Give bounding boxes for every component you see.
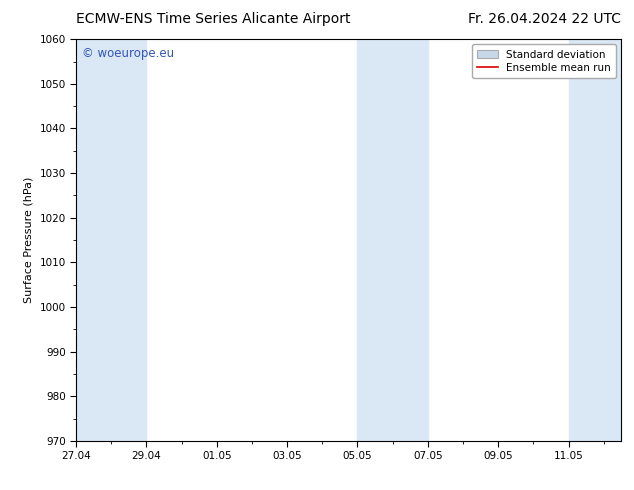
Bar (358, 39, 428, 441)
Bar (569, 39, 621, 441)
Legend: Standard deviation, Ensemble mean run: Standard deviation, Ensemble mean run (472, 45, 616, 78)
Text: © woeurope.eu: © woeurope.eu (82, 47, 174, 60)
Text: ECMW-ENS Time Series Alicante Airport: ECMW-ENS Time Series Alicante Airport (76, 12, 351, 26)
Text: Fr. 26.04.2024 22 UTC: Fr. 26.04.2024 22 UTC (469, 12, 621, 26)
Bar (76, 39, 146, 441)
Y-axis label: Surface Pressure (hPa): Surface Pressure (hPa) (24, 177, 34, 303)
